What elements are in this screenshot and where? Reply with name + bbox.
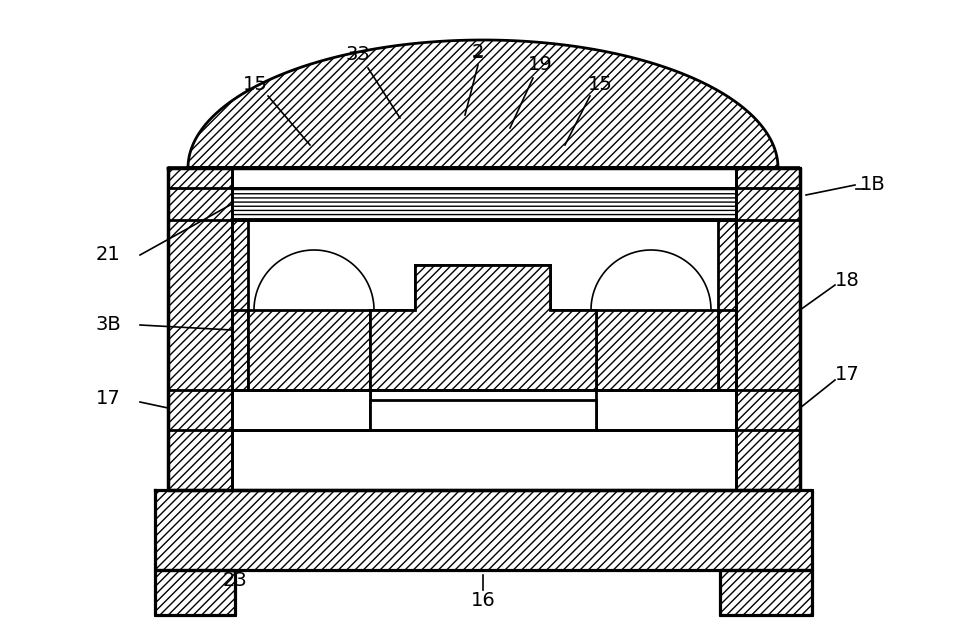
Bar bbox=[736, 168, 800, 490]
Text: 17: 17 bbox=[835, 366, 860, 385]
Text: 15: 15 bbox=[588, 75, 613, 95]
Text: 16: 16 bbox=[471, 590, 495, 610]
Polygon shape bbox=[370, 265, 596, 390]
Bar bbox=[370, 310, 596, 390]
Text: 23: 23 bbox=[223, 571, 247, 590]
Text: 19: 19 bbox=[528, 56, 552, 75]
Text: 18: 18 bbox=[835, 270, 860, 289]
Bar bbox=[232, 390, 370, 430]
Text: 2: 2 bbox=[472, 43, 484, 61]
Bar bbox=[232, 220, 248, 390]
Bar bbox=[168, 168, 232, 490]
Text: 3B: 3B bbox=[96, 316, 121, 334]
Bar bbox=[720, 570, 812, 615]
Bar bbox=[596, 390, 736, 430]
Bar bbox=[155, 570, 235, 615]
Bar bbox=[232, 220, 736, 390]
Bar bbox=[370, 400, 596, 430]
Text: 1B: 1B bbox=[860, 176, 886, 194]
Polygon shape bbox=[168, 40, 800, 168]
Text: 15: 15 bbox=[242, 75, 267, 95]
Text: 17: 17 bbox=[96, 389, 121, 408]
Bar bbox=[155, 490, 812, 570]
Bar bbox=[232, 188, 736, 220]
Bar bbox=[585, 310, 718, 390]
Text: 21: 21 bbox=[96, 245, 121, 265]
Bar bbox=[232, 390, 370, 430]
Bar bbox=[248, 310, 380, 390]
Bar bbox=[415, 265, 550, 310]
Bar bbox=[168, 168, 800, 188]
Bar bbox=[718, 220, 736, 390]
Text: 33: 33 bbox=[345, 45, 371, 65]
